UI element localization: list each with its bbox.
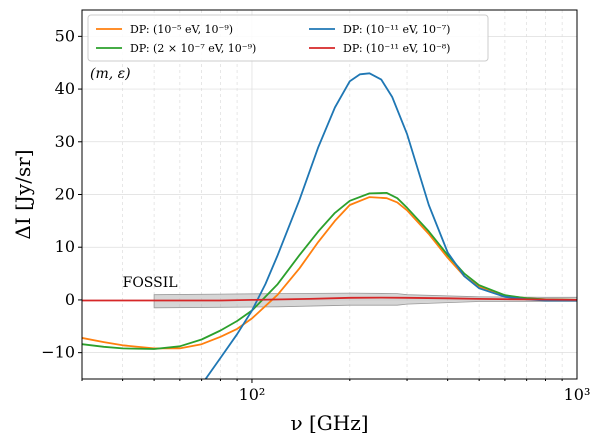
band-label: FOSSIL <box>123 275 178 291</box>
legend-label-2: DP: (10⁻¹¹ eV, 10⁻⁷) <box>343 23 450 36</box>
annotation: (m, ε) <box>90 66 131 82</box>
y-tick-label-1: 0 <box>65 290 75 309</box>
y-tick-label-0: −10 <box>41 343 75 362</box>
y-tick-label-5: 40 <box>55 79 75 98</box>
legend: DP: (10⁻⁵ eV, 10⁻⁹) DP: (10⁻¹¹ eV, 10⁻⁷) D… <box>87 14 489 62</box>
legend-box <box>87 14 489 62</box>
series-line-3 <box>82 296 577 302</box>
series-line-2 <box>204 72 577 379</box>
x-axis-label: ν [GHz] <box>290 411 368 435</box>
y-tick-label-3: 20 <box>55 185 75 204</box>
x-tick-label-1: 10³ <box>564 385 591 404</box>
legend-label-1: DP: (2 × 10⁻⁷ eV, 10⁻⁹) <box>130 42 256 55</box>
series-line-1 <box>82 192 577 350</box>
x-tick-label-0: 10² <box>239 385 266 404</box>
legend-label-3: DP: (10⁻¹¹ eV, 10⁻⁸) <box>343 42 450 55</box>
series-layer <box>82 72 577 379</box>
y-tick-label-2: 10 <box>55 237 75 256</box>
y-axis-label: ΔI [Jy/sr] <box>11 149 35 239</box>
grid-layer <box>81 10 577 379</box>
series-line-0 <box>82 196 577 350</box>
tick-layer: −10 0 10 20 30 40 50 10² 10³ <box>41 26 590 404</box>
y-tick-label-6: 50 <box>55 26 75 45</box>
y-tick-label-4: 30 <box>55 132 75 151</box>
legend-label-0: DP: (10⁻⁵ eV, 10⁻⁹) <box>130 23 233 36</box>
